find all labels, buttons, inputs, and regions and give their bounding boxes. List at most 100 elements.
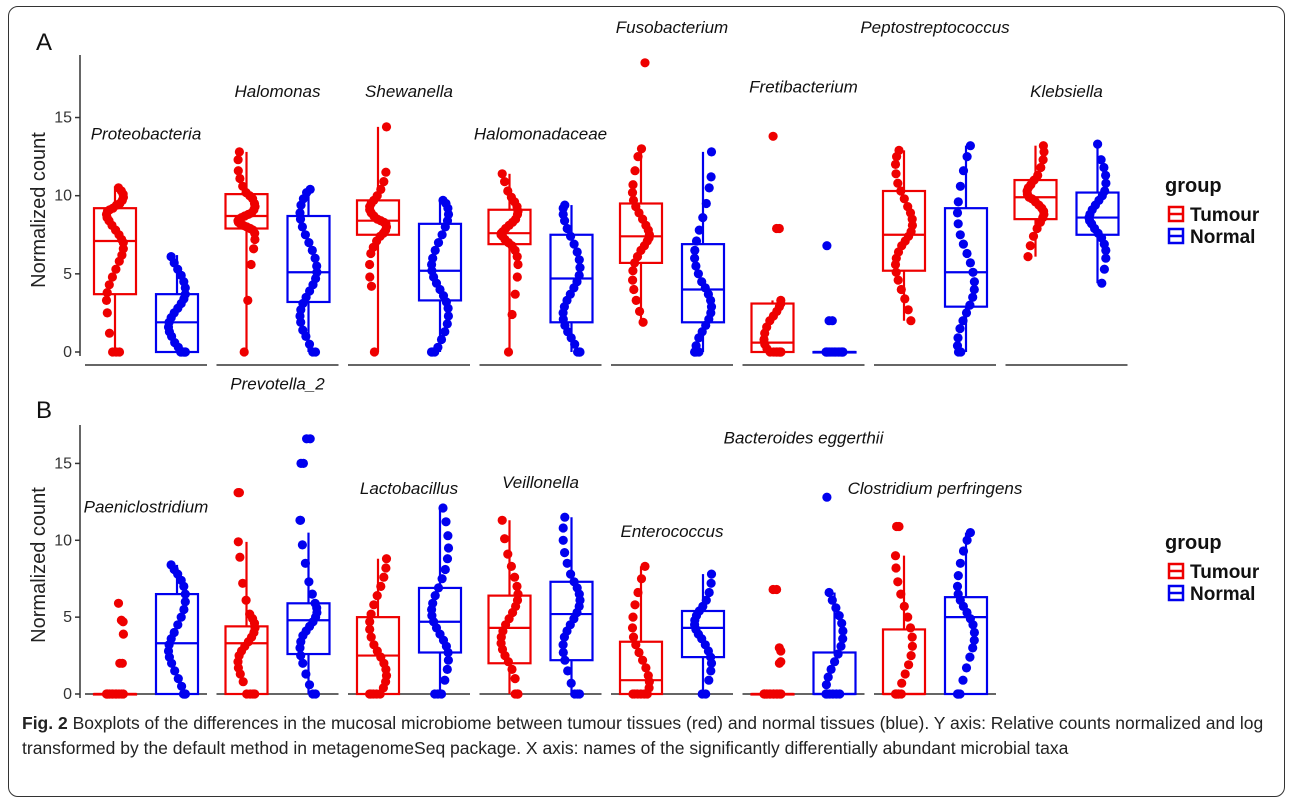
tumour-box-bacteroides-eggerthii: [750, 584, 795, 699]
data-point: [507, 664, 517, 675]
data-point: [690, 253, 700, 263]
data-point: [558, 640, 568, 650]
iqr-box: [487, 594, 532, 665]
taxon-label-bacteroides-eggerthii: Bacteroides eggerthii: [724, 428, 885, 447]
data-point: [443, 303, 453, 313]
data-point: [706, 666, 716, 676]
taxon-label-lactobacillus: Lactobacillus: [360, 479, 459, 498]
tumour-box-veillonella: [487, 515, 532, 699]
data-point: [899, 601, 909, 612]
data-point: [173, 674, 183, 684]
data-point: [113, 598, 124, 608]
data-point: [827, 316, 837, 326]
data-point: [706, 569, 717, 579]
y-tick-label: 10: [54, 532, 72, 549]
legend-key-tumour: [1167, 562, 1185, 580]
data-point: [575, 263, 585, 273]
data-point: [512, 272, 522, 282]
data-point: [905, 623, 916, 633]
legend-label-tumour: Tumour: [1190, 205, 1260, 226]
data-point: [114, 347, 125, 357]
data-point: [896, 186, 906, 196]
data-point: [560, 655, 570, 665]
data-point: [822, 492, 832, 502]
caption-label: Fig. 2: [22, 713, 68, 733]
data-point: [836, 641, 846, 651]
panel-b-letter: B: [36, 397, 52, 424]
data-point: [170, 666, 180, 676]
tumour-box-clostridium-perfringens: [881, 521, 927, 699]
normal-box-fusobacterium: [680, 147, 726, 357]
legend-title: group: [1165, 175, 1222, 197]
data-point: [366, 281, 377, 291]
data-point: [838, 626, 848, 636]
data-point: [436, 334, 447, 345]
data-point: [631, 640, 641, 650]
data-point: [441, 517, 451, 527]
normal-box-halomonas: [286, 184, 331, 357]
data-point: [638, 317, 648, 327]
data-point: [958, 316, 968, 326]
data-point: [381, 122, 392, 132]
data-point: [433, 583, 444, 593]
data-point: [563, 666, 573, 676]
data-point: [433, 238, 444, 248]
data-point: [365, 272, 375, 282]
data-point: [772, 584, 782, 595]
data-point: [179, 604, 189, 615]
data-point: [250, 689, 260, 699]
data-point: [768, 131, 778, 141]
data-point: [706, 658, 717, 668]
data-point: [630, 166, 640, 176]
data-point: [955, 558, 966, 568]
data-point: [238, 677, 248, 687]
data-point: [443, 311, 453, 321]
data-point: [296, 651, 306, 661]
y-tick-label: 10: [54, 188, 72, 205]
data-point: [307, 245, 317, 255]
data-point: [296, 317, 306, 327]
data-point: [381, 167, 391, 177]
taxon-label-prevotella-2: Prevotella_2: [230, 375, 325, 394]
data-point: [638, 655, 648, 665]
data-point: [1093, 139, 1103, 149]
data-point: [560, 548, 570, 558]
data-point: [896, 589, 906, 599]
data-point: [968, 292, 978, 302]
data-point: [837, 618, 847, 628]
figure-caption: Fig. 2 Boxplots of the differences in th…: [22, 711, 1272, 761]
data-point: [690, 245, 700, 255]
data-point: [301, 669, 311, 679]
data-point: [893, 275, 903, 285]
data-point: [834, 611, 844, 621]
legend-label-normal: Normal: [1190, 227, 1255, 248]
data-point: [693, 269, 704, 279]
data-point: [961, 663, 972, 673]
data-point: [301, 331, 311, 341]
data-point: [300, 558, 310, 568]
data-point: [107, 272, 117, 282]
data-point: [628, 266, 638, 276]
data-point: [440, 564, 450, 575]
data-point: [906, 316, 916, 326]
data-point: [831, 603, 841, 613]
data-point: [907, 632, 917, 642]
data-point: [1099, 264, 1109, 274]
data-point: [630, 258, 640, 268]
data-point: [968, 620, 978, 630]
data-point: [379, 572, 389, 582]
data-point: [430, 689, 440, 699]
data-point: [953, 571, 963, 581]
normal-box-paeniclostridium: [154, 560, 200, 699]
data-point: [506, 561, 516, 572]
data-point: [503, 657, 513, 667]
data-point: [246, 259, 256, 270]
data-point: [771, 347, 781, 357]
data-point: [893, 178, 903, 188]
data-point: [233, 537, 243, 547]
data-point: [118, 629, 128, 639]
data-point: [958, 675, 968, 685]
data-point: [177, 681, 187, 691]
data-point: [828, 347, 838, 357]
boxplot-figure: A Normalized count 0 5 10 15 Proteobacteria H…: [28, 18, 1260, 703]
